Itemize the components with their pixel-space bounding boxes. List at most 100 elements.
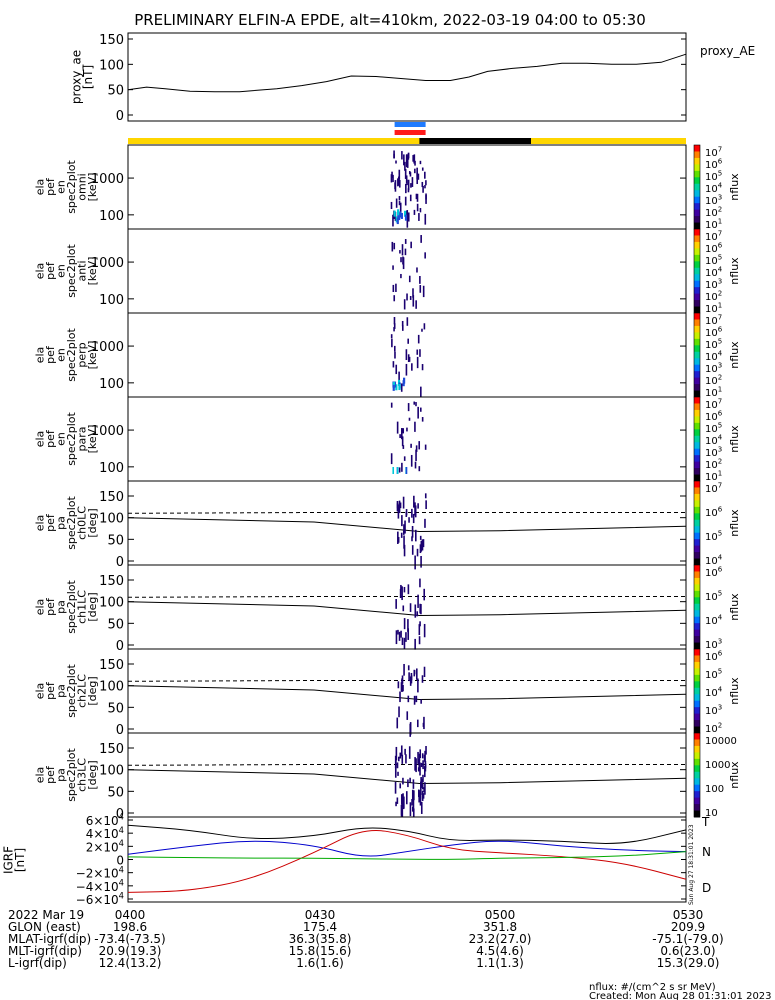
- pitch-angle-tick-label: 150: [99, 490, 124, 505]
- pitch-angle-pixel: [401, 754, 404, 764]
- spectrogram-pixel: [398, 201, 401, 206]
- pitch-angle-pixel: [409, 722, 412, 735]
- ylabel-line: spec2plot: [65, 580, 78, 634]
- spectrogram-pixel: [392, 214, 394, 227]
- colorbar-swatch: [694, 280, 700, 288]
- ylabel-line: pa: [55, 516, 68, 530]
- anti-loss-cone-line: [127, 512, 686, 514]
- pitch-angle-pixel: [425, 500, 427, 510]
- spectrogram-pixel: [402, 428, 405, 434]
- spectrogram-pixel: [392, 174, 394, 183]
- spectrogram-pixel: [410, 241, 412, 249]
- ylabel-line: pef: [44, 345, 57, 364]
- pitch-angle-pixel: [403, 796, 405, 809]
- colorbar-tick-label: 106: [705, 650, 723, 664]
- spectrogram-pixel: [407, 338, 409, 344]
- ylabel-line: [deg]: [86, 760, 99, 789]
- pitch-angle-pixel: [396, 762, 399, 769]
- colorbar-swatch: [694, 403, 700, 411]
- pitch-angle-pixel: [421, 778, 423, 788]
- footer-row-value: 0500: [485, 908, 516, 922]
- colorbar-swatch: [694, 235, 700, 243]
- pitch-angle-pixel: [422, 774, 424, 783]
- pitch-angle-pixel: [415, 695, 418, 703]
- spectrogram-pixel: [390, 201, 393, 210]
- pitch-angle-pixel: [418, 753, 421, 762]
- pitch-angle-pixel: [417, 678, 419, 693]
- colorbar-tick-label: 106: [705, 506, 723, 520]
- colorbar-swatch: [694, 222, 700, 230]
- colorbar-swatch: [694, 422, 700, 430]
- footer-row-value: -75.1(-79.0): [652, 932, 723, 946]
- colorbar-swatch: [694, 655, 700, 663]
- spectrogram-pixel: [396, 421, 399, 434]
- pitch-angle-pixel: [419, 544, 422, 554]
- footer-row-value: 351.8: [483, 920, 517, 934]
- pitch-angle-pixel: [416, 611, 419, 617]
- spectrogram-pixel: [398, 180, 401, 188]
- pitch-angle-tick-label: 100: [99, 512, 124, 527]
- spectrogram-pixel: [398, 384, 401, 391]
- loss-cone-line: [127, 601, 687, 617]
- colorbar-swatch: [694, 151, 700, 159]
- colorbar-swatch: [694, 500, 700, 508]
- colorbar-swatch: [694, 616, 700, 624]
- spectrogram-pixel: [405, 467, 408, 474]
- colorbar-tick-label: 105: [705, 170, 722, 184]
- pitch-angle-pixel: [404, 748, 406, 755]
- pitch-angle-tick-label: 50: [107, 617, 124, 632]
- spectrogram-pixel: [416, 349, 419, 355]
- pitch-angle-tick-label: 0: [116, 807, 124, 822]
- spectrogram-pixel: [415, 193, 418, 200]
- pitch-angle-pixel: [420, 781, 422, 795]
- colorbar-swatch: [694, 584, 700, 592]
- pitch-angle-pixel: [399, 588, 402, 599]
- igrf-tick-label: −2×104: [76, 864, 124, 880]
- spectrogram-pixel: [416, 356, 419, 369]
- spectrogram-pixel: [401, 320, 404, 327]
- spectrogram-pixel: [422, 285, 425, 298]
- spectrogram-pixel: [392, 265, 394, 270]
- spectrogram-pixel: [417, 406, 419, 419]
- pitch-angle-pixel: [402, 605, 405, 612]
- pitch-angle-tick-label: 100: [99, 596, 124, 611]
- spectrogram-pixel: [415, 300, 417, 309]
- pitch-angle-pixel: [409, 603, 412, 612]
- pitch-angle-pixel: [404, 520, 406, 534]
- pitch-angle-pixel: [403, 524, 405, 532]
- spectrogram-pixel: [421, 328, 423, 332]
- anti-loss-cone-line: [127, 596, 686, 598]
- colorbar-swatch: [694, 351, 700, 359]
- spectrogram-pixel: [390, 334, 393, 339]
- spectrogram-pixel: [395, 160, 397, 164]
- colorbar-swatch: [694, 448, 700, 456]
- pitch-angle-pixel: [422, 539, 425, 548]
- spectrogram-pixel: [421, 167, 424, 171]
- spectrogram-pixel: [413, 401, 416, 405]
- footer-row-value: 0.6(23.0): [660, 944, 715, 958]
- pitch-angle-pixel: [417, 767, 420, 772]
- colorbar-swatch: [694, 778, 700, 786]
- spectrogram-pixel: [415, 402, 417, 407]
- colorbar-swatch: [694, 784, 700, 792]
- pitch-angle-pixel: [402, 530, 405, 535]
- pitch-angle-pixel: [413, 790, 415, 801]
- pitch-angle-pixel: [411, 545, 414, 555]
- colorbar-swatch: [694, 145, 700, 152]
- ylabel-line: [keV]: [86, 257, 99, 286]
- colorbar-swatch: [694, 248, 700, 256]
- pitch-angle-frame: [127, 732, 687, 818]
- colorbar-tick-label: 103: [705, 704, 722, 718]
- colorbar-label-text: nflux: [728, 509, 741, 537]
- pitch-angle-pixel: [396, 500, 399, 512]
- pitch-angle-pixel: [414, 604, 417, 618]
- igrf-legend-item: D: [702, 881, 711, 895]
- pitch-angle-pixel: [403, 544, 406, 557]
- pitch-angle-pixel: [423, 666, 426, 678]
- spectrogram-pixel: [400, 257, 402, 263]
- spectrogram-pixel: [408, 356, 411, 362]
- pitch-angle-pixel: [400, 745, 403, 757]
